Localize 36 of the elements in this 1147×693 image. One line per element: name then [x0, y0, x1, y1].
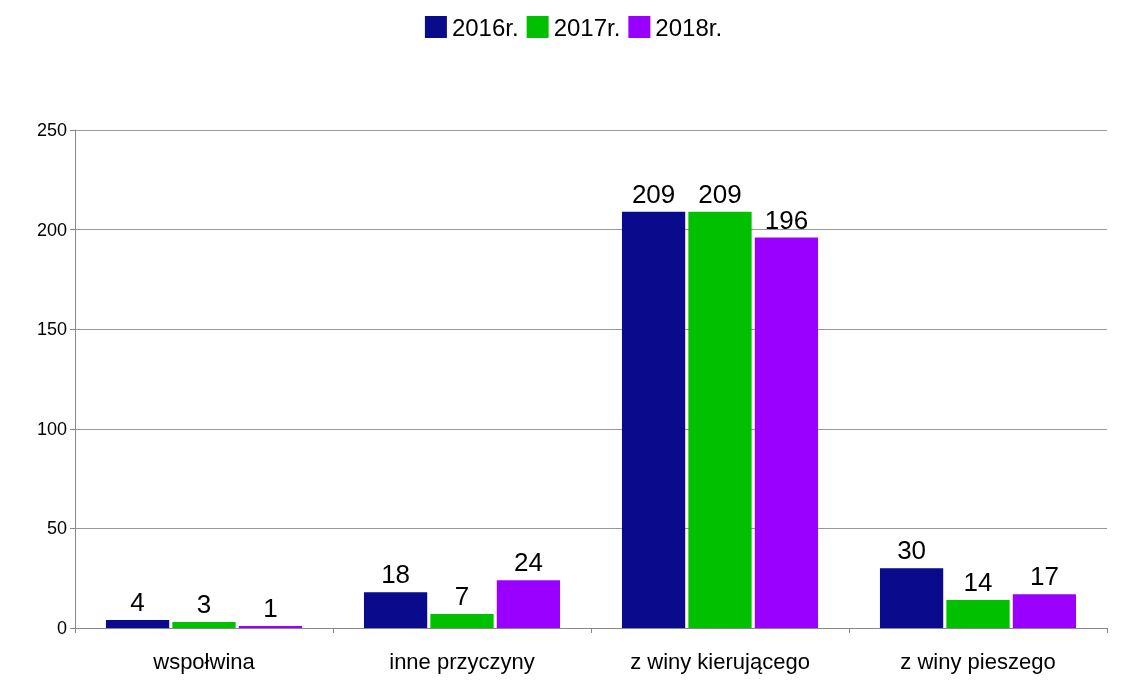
bar [363, 592, 428, 628]
y-tick-label: 50 [46, 518, 67, 539]
legend-label: 2016r. [451, 13, 519, 41]
y-tick-label: 150 [36, 319, 67, 340]
x-tick-label: z winy kierującego [630, 648, 810, 674]
bar [172, 622, 236, 628]
y-tick-label: 0 [56, 618, 67, 638]
x-tick-label: inne przyczyny [389, 648, 535, 674]
data-label: 30 [897, 535, 927, 566]
data-label: 14 [963, 567, 993, 598]
bar [621, 211, 686, 628]
bar [879, 568, 944, 628]
data-label: 7 [454, 581, 470, 612]
data-label: 24 [513, 547, 543, 578]
data-label: 1 [263, 593, 278, 624]
bar [105, 620, 170, 628]
bar [946, 600, 1010, 628]
data-label: 18 [381, 559, 411, 590]
y-tick-label: 200 [36, 219, 67, 240]
legend-label: 2017r. [553, 13, 621, 41]
legend-label: 2018r. [655, 13, 723, 41]
data-label: 4 [130, 587, 145, 618]
x-tick-label: wspołwina [152, 648, 256, 674]
data-label: 3 [196, 589, 212, 620]
data-label: 209 [698, 178, 742, 209]
y-tick-label: 100 [36, 418, 67, 439]
bar [496, 580, 561, 628]
data-label: 196 [764, 204, 809, 235]
bar [430, 614, 494, 628]
x-tick-label: z winy pieszego [900, 648, 1056, 674]
bar [1012, 594, 1077, 628]
bar [688, 211, 752, 628]
y-tick-label: 250 [36, 120, 67, 140]
bar [754, 237, 819, 628]
data-label: 209 [631, 178, 676, 209]
data-label: 17 [1029, 561, 1059, 592]
